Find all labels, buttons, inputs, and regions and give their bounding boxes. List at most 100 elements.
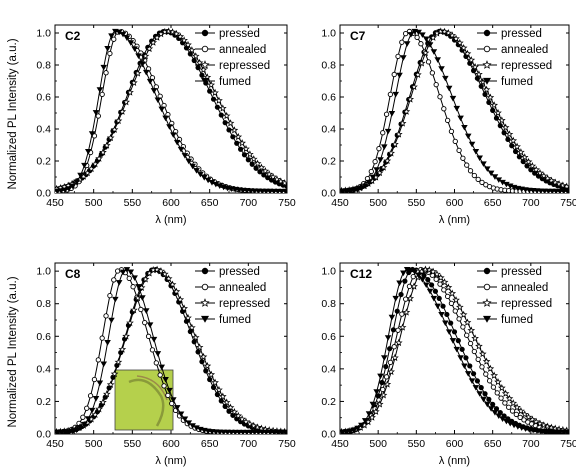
data-point xyxy=(440,303,446,309)
data-point xyxy=(414,34,420,40)
data-point xyxy=(130,284,136,290)
data-point xyxy=(383,111,390,117)
data-point xyxy=(164,27,173,35)
data-point xyxy=(211,378,219,386)
y-axis-label-top: Normalized PL Intensity (a.u.) xyxy=(7,38,19,189)
legend-marker xyxy=(482,60,492,69)
data-point xyxy=(114,358,123,366)
data-point xyxy=(467,326,476,334)
x-tick-label: 500 xyxy=(85,197,103,209)
data-point xyxy=(130,78,138,87)
data-point xyxy=(379,379,385,386)
legend-label: fumed xyxy=(219,314,251,326)
data-point xyxy=(73,179,80,186)
data-point xyxy=(238,139,246,147)
data-point xyxy=(388,314,396,321)
data-point xyxy=(484,401,491,408)
data-point xyxy=(452,308,458,314)
data-point xyxy=(395,327,401,333)
legend: pressed annealed repressed fumed xyxy=(195,28,270,88)
data-point xyxy=(475,70,483,78)
data-point xyxy=(177,146,185,153)
data-point xyxy=(218,398,224,404)
data-point xyxy=(88,131,96,137)
data-point xyxy=(417,59,426,67)
data-point xyxy=(207,376,213,383)
data-point xyxy=(55,188,61,193)
data-point xyxy=(426,42,434,48)
data-point xyxy=(547,423,556,431)
data-point xyxy=(494,108,502,117)
data-point xyxy=(464,332,470,338)
data-point xyxy=(210,96,217,102)
data-point xyxy=(564,429,569,434)
data-point xyxy=(257,163,266,171)
data-point xyxy=(88,407,96,414)
data-point xyxy=(126,275,132,281)
data-point xyxy=(65,429,73,434)
data-point xyxy=(448,300,455,307)
data-point xyxy=(513,403,521,411)
x-tick-label: 550 xyxy=(408,197,426,209)
data-point xyxy=(170,132,177,138)
data-point xyxy=(387,149,395,157)
data-point xyxy=(373,167,380,173)
data-point xyxy=(226,403,235,411)
data-point xyxy=(69,428,77,434)
data-point xyxy=(133,69,142,77)
data-point xyxy=(484,166,491,172)
data-point xyxy=(429,70,436,76)
data-point xyxy=(195,343,204,351)
y-axis-label-bottom: Normalized PL Intensity (a.u.) xyxy=(7,276,19,427)
data-point xyxy=(410,82,418,91)
data-point xyxy=(380,144,388,150)
data-point xyxy=(95,154,103,162)
data-point xyxy=(444,293,451,299)
data-point xyxy=(464,162,470,168)
data-point xyxy=(149,38,158,46)
data-point xyxy=(173,139,181,146)
legend-marker xyxy=(200,298,210,307)
data-point xyxy=(131,275,138,281)
data-point xyxy=(130,306,138,314)
data-point xyxy=(457,355,464,361)
data-point xyxy=(449,95,457,102)
data-point xyxy=(176,32,185,40)
data-point xyxy=(197,171,204,178)
data-point xyxy=(234,140,240,146)
data-point xyxy=(135,53,142,59)
x-tick-label: 600 xyxy=(162,197,180,209)
data-point xyxy=(461,363,468,370)
data-point xyxy=(421,265,430,273)
data-point xyxy=(445,85,453,92)
data-point xyxy=(433,276,439,282)
data-point xyxy=(99,91,105,98)
data-point xyxy=(406,294,415,302)
data-point xyxy=(141,52,150,60)
data-point xyxy=(191,333,200,341)
data-point xyxy=(425,276,431,283)
photo-inset xyxy=(114,369,174,431)
data-point xyxy=(505,136,511,143)
data-point xyxy=(457,115,464,122)
legend-label: repressed xyxy=(501,60,552,72)
data-point xyxy=(368,413,376,421)
data-point xyxy=(91,376,98,383)
data-point xyxy=(342,429,350,434)
data-point xyxy=(369,174,377,181)
data-point xyxy=(188,323,196,331)
data-point xyxy=(403,41,411,47)
data-point xyxy=(108,317,115,324)
data-point xyxy=(181,153,189,159)
x-tick-label: 750 xyxy=(278,438,296,450)
data-point xyxy=(96,87,104,93)
data-point xyxy=(459,310,468,318)
data-point xyxy=(415,272,422,279)
panel-label: C12 xyxy=(350,267,372,281)
data-point xyxy=(127,269,135,276)
panel-c2: 450 500 550 600 650 700 750 0.0 0.2 0.4 0.6 0.8 1.0 λ… xyxy=(36,24,296,226)
data-point xyxy=(490,101,499,109)
data-point xyxy=(384,335,392,341)
data-point xyxy=(456,147,462,154)
